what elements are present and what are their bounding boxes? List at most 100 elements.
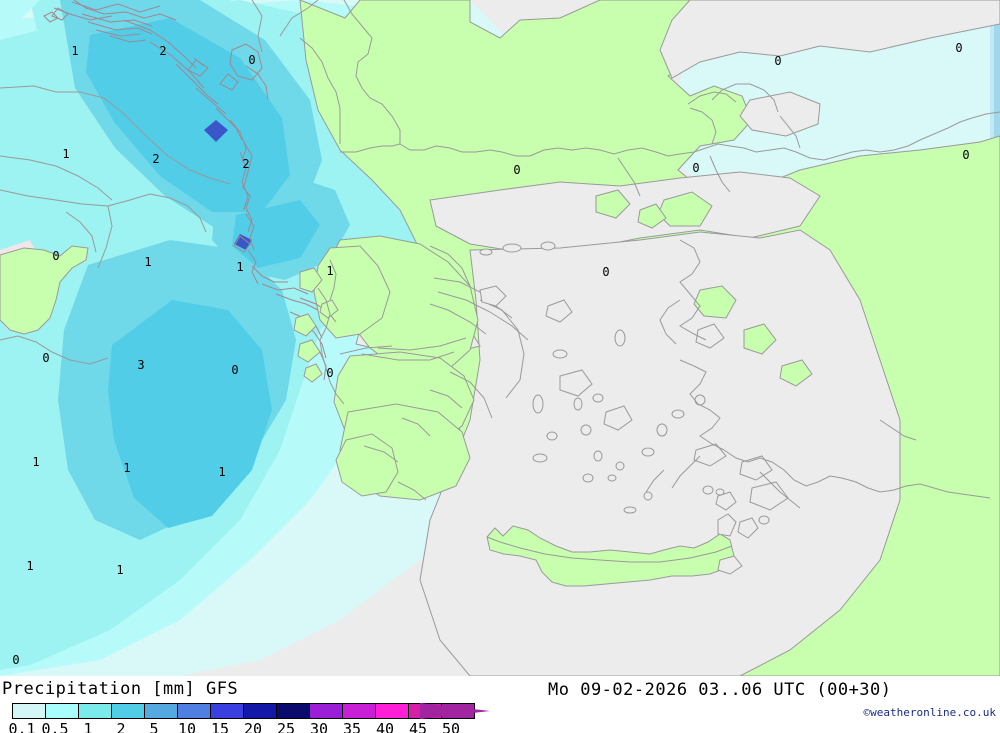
colour-swatch-5 xyxy=(145,704,178,718)
legend-bar: Precipitation [mm] GFS Mo 09-02-2026 03.… xyxy=(0,676,1000,733)
precip-value-label: 1 xyxy=(71,44,79,58)
island-3 xyxy=(540,241,556,251)
island-11 xyxy=(695,323,725,349)
colour-swatch-30 xyxy=(310,704,343,718)
precip-value-label: 1 xyxy=(26,559,34,573)
colour-tick-1: 1 xyxy=(83,720,93,733)
colour-scale-arrow xyxy=(420,703,490,719)
sea-marmara xyxy=(739,91,821,137)
colour-tick-45: 45 xyxy=(408,720,428,733)
island-6 xyxy=(552,349,568,359)
colour-swatch-0.5 xyxy=(46,704,79,718)
colour-swatch-10 xyxy=(178,704,211,718)
crete-coast-line xyxy=(486,536,733,563)
country-borders xyxy=(0,0,1000,269)
colour-swatch-20 xyxy=(244,704,277,718)
island-astypalaia xyxy=(641,447,655,457)
precip-value-label: 0 xyxy=(231,363,239,377)
precip-band-5-ionian xyxy=(108,300,272,528)
colour-tick-40: 40 xyxy=(375,720,395,733)
precip-value-label: 1 xyxy=(116,563,124,577)
colour-swatch-40 xyxy=(376,704,409,718)
island-9 xyxy=(623,506,637,514)
precipitation-forecast-map[interactable]: 1 2 0 1 2 2 0 0 0 0 0 0 1 1 1 0 0 3 0 0 1 1 1 1 1 0 xyxy=(0,0,1000,676)
island-naxos xyxy=(603,405,633,431)
island-10 xyxy=(607,474,617,482)
aegean-islands xyxy=(479,189,813,514)
turkey-coast xyxy=(645,239,991,509)
island-rhodes xyxy=(749,481,789,511)
colour-swatch-2 xyxy=(112,704,145,718)
precip-band-15-pixel xyxy=(204,120,228,142)
island-paros xyxy=(580,424,592,436)
precip-value-label: 0 xyxy=(248,53,256,67)
sea-black xyxy=(659,0,1000,79)
colour-scale-bar xyxy=(12,703,475,719)
colour-tick-5: 5 xyxy=(149,720,159,733)
greek-mainland xyxy=(313,235,479,501)
colour-scale-ticks: 0.1 0.5 1 2 5 10 15 20 25 30 35 40 45 50 xyxy=(0,720,540,733)
island-kefalonia xyxy=(297,339,321,363)
precip-value-label: 2 xyxy=(242,157,250,171)
colour-tick-15: 15 xyxy=(210,720,230,733)
island-leros xyxy=(671,409,685,419)
east-islets xyxy=(715,488,770,525)
island-santorini xyxy=(582,473,594,483)
island-4 xyxy=(545,299,573,323)
land-puglia xyxy=(0,245,89,335)
precip-value-label: 1 xyxy=(123,461,131,475)
island-thasos xyxy=(595,189,631,219)
colour-swatch-1 xyxy=(79,704,112,718)
precip-value-label: 0 xyxy=(955,41,963,55)
colour-tick-0.1: 0.1 xyxy=(8,720,36,733)
precip-topleft-sliver xyxy=(0,0,40,26)
island-samos xyxy=(779,359,813,387)
land-mani xyxy=(335,433,399,497)
island-2 xyxy=(502,243,522,253)
colour-tick-0.5: 0.5 xyxy=(41,720,69,733)
island-kalymnos xyxy=(656,423,668,437)
colour-swatch-35 xyxy=(343,704,376,718)
puglia-coast xyxy=(0,335,109,365)
precip-value-label: 0 xyxy=(602,265,610,279)
west-greece-coast xyxy=(317,259,345,405)
precip-value-label: 0 xyxy=(692,161,700,175)
precip-value-label: 0 xyxy=(326,366,334,380)
island-7 xyxy=(702,485,714,495)
island-milos xyxy=(532,453,548,463)
precip-value-label: 1 xyxy=(32,455,40,469)
precip-value-label: 0 xyxy=(962,148,970,162)
island-corfu xyxy=(299,267,323,293)
precip-value-label: 2 xyxy=(152,152,160,166)
island-zakynthos xyxy=(303,363,323,383)
island-ios xyxy=(593,450,603,462)
colour-tick-50: 50 xyxy=(441,720,461,733)
colour-tick-25: 25 xyxy=(276,720,296,733)
precip-value-label: 1 xyxy=(218,465,226,479)
precip-value-label: 0 xyxy=(42,351,50,365)
island-samothraki xyxy=(637,203,667,229)
island-8 xyxy=(643,491,653,501)
island-1 xyxy=(479,248,493,256)
forecast-datetime: Mo 09-02-2026 03..06 UTC (00+30) xyxy=(548,680,892,700)
island-serifos xyxy=(546,431,558,441)
colour-tick-10: 10 xyxy=(177,720,197,733)
colour-swatch-0.1 xyxy=(13,704,46,718)
island-chios xyxy=(743,323,777,355)
precip-value-label: 0 xyxy=(774,54,782,68)
island-lesbos xyxy=(693,285,737,319)
island-mykonos xyxy=(592,393,604,403)
crete xyxy=(486,525,735,587)
precip-value-label: 0 xyxy=(513,163,521,177)
colour-tick-20: 20 xyxy=(243,720,263,733)
colour-tick-2: 2 xyxy=(116,720,126,733)
island-amorgos xyxy=(615,461,625,471)
precip-band-5-adriatic xyxy=(86,18,290,212)
precip-value-label: 0 xyxy=(12,653,20,667)
precip-value-label: 1 xyxy=(326,264,334,278)
island-kea xyxy=(532,394,544,414)
precip-value-label: 1 xyxy=(144,255,152,269)
island-lefkada xyxy=(293,313,317,337)
colour-tick-35: 35 xyxy=(342,720,362,733)
